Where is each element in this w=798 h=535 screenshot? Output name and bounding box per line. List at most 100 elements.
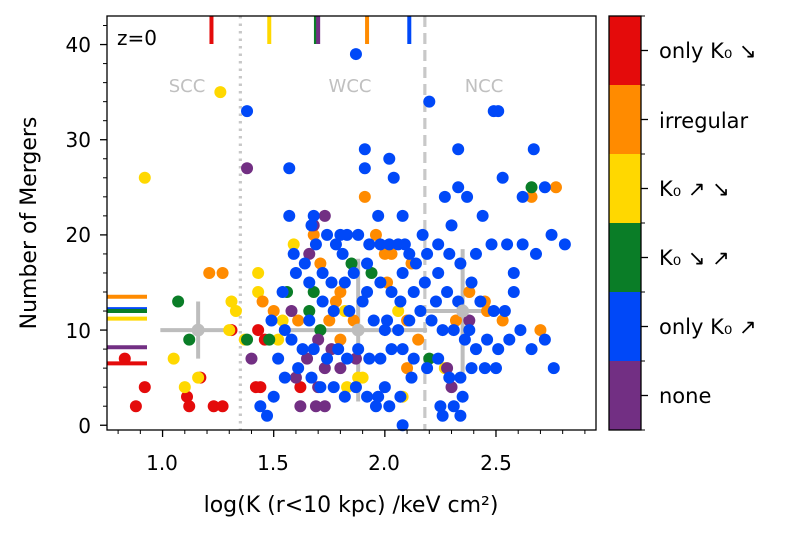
data-point-onlyup: [445, 219, 458, 232]
data-point-none: [301, 352, 314, 365]
data-point-updown: [138, 171, 151, 184]
data-point-onlyup: [425, 314, 438, 327]
data-point-onlyup: [529, 247, 542, 260]
mean-markers: [191, 304, 470, 337]
data-point-irregular: [401, 362, 414, 375]
data-point-onlyup: [325, 276, 338, 289]
data-point-updown: [223, 324, 236, 337]
data-point-irregular: [358, 190, 371, 203]
axes-ticks: [100, 25, 586, 437]
data-point-downup: [307, 286, 320, 298]
data-point-onlyup: [341, 352, 354, 365]
mean-marker: [351, 323, 365, 337]
data-point-irregular: [549, 181, 562, 194]
data-point-onlyup: [287, 247, 300, 260]
data-point-onlyup: [481, 333, 494, 346]
data-point-none: [318, 400, 331, 413]
data-point-onlyup: [434, 400, 447, 413]
data-point-irregular: [216, 266, 229, 279]
colorbar-label-downup: K₀ ↘ ↗: [659, 246, 730, 270]
data-point-onlyup: [496, 171, 509, 184]
data-point-onlyup: [514, 324, 527, 337]
data-point-onlyup: [378, 324, 391, 337]
data-point-onlyup: [329, 238, 342, 251]
data-point-onlyup: [487, 305, 500, 318]
colorbar-label-updown: K₀ ↗ ↘: [659, 177, 730, 201]
data-point-none: [241, 162, 254, 175]
data-point-irregular: [334, 333, 347, 346]
data-point-none: [318, 362, 331, 375]
data-point-onlyup: [347, 266, 360, 279]
data-point-onlyup: [367, 314, 380, 327]
data-point-updown: [229, 305, 242, 318]
data-point-onlyup: [438, 190, 451, 203]
data-point-onlyup: [454, 257, 467, 270]
y-tick-label: 10: [66, 319, 91, 343]
data-point-updown: [214, 86, 227, 99]
data-point-onlyup: [254, 400, 267, 413]
data-point-onlyup: [316, 266, 329, 279]
data-point-onlyup: [298, 257, 311, 270]
data-point-onlyup: [403, 247, 416, 260]
data-point-onlyup: [478, 362, 491, 375]
region-label-ncc: NCC: [465, 76, 504, 97]
colorbar-segment-onlydown: [609, 16, 641, 85]
data-point-onlyup: [465, 276, 478, 289]
data-point-onlyup: [383, 238, 396, 251]
data-point-onlyup: [361, 257, 374, 270]
data-point-none: [309, 400, 322, 413]
data-point-onlyup: [416, 228, 429, 241]
data-point-irregular: [314, 257, 327, 270]
data-point-onlydown: [138, 381, 151, 394]
data-point-onlyup: [356, 295, 369, 308]
data-point-none: [441, 362, 454, 375]
data-point-onlyup: [369, 400, 382, 413]
data-point-onlydown: [254, 381, 267, 394]
data-point-downup: [263, 333, 276, 346]
colorbar-segment-none: [609, 361, 641, 430]
data-point-onlyup: [372, 390, 385, 403]
data-point-onlyup: [489, 362, 502, 375]
data-point-downup: [525, 181, 538, 194]
region-label-wcc: WCC: [329, 76, 372, 97]
colorbar-segment-updown: [609, 154, 641, 223]
y-axis-label: Number of Mergers: [17, 117, 42, 330]
colorbar-label-irregular: irregular: [659, 109, 749, 133]
data-point-onlyup: [516, 190, 529, 203]
region-label-scc: SCC: [169, 76, 206, 97]
data-point-updown: [392, 305, 405, 318]
colorbar: [609, 15, 648, 431]
data-point-irregular: [369, 228, 382, 241]
data-point-onlyup: [343, 305, 356, 318]
data-point-onlyup: [385, 286, 398, 298]
data-point-onlyup: [421, 362, 434, 375]
data-point-irregular: [256, 295, 269, 308]
data-point-onlyup: [392, 324, 405, 337]
data-point-updown: [276, 314, 289, 327]
data-point-onlyup: [307, 209, 320, 222]
data-point-onlyup: [267, 390, 280, 403]
data-point-none: [303, 247, 316, 260]
data-point-onlydown: [294, 381, 307, 394]
y-tick-label: 0: [78, 414, 91, 438]
data-point-onlyup: [361, 286, 374, 298]
data-point-onlyup: [469, 343, 482, 356]
data-point-none: [312, 333, 325, 346]
data-point-onlyup: [485, 238, 498, 251]
data-point-onlydown: [216, 400, 229, 413]
data-point-none: [463, 314, 476, 327]
data-point-onlyup: [276, 286, 289, 298]
data-point-onlydown: [183, 400, 196, 413]
data-point-irregular: [534, 324, 547, 337]
data-point-onlyup: [492, 105, 505, 118]
data-point-downup: [172, 295, 185, 308]
data-point-onlyup: [332, 343, 345, 356]
category-median-ticks: [107, 16, 412, 366]
data-point-onlyup: [387, 171, 400, 184]
colorbar-segment-onlyup: [609, 292, 641, 361]
data-point-onlyup: [378, 381, 391, 394]
data-point-updown: [272, 333, 285, 346]
data-point-onlyup: [396, 419, 409, 432]
data-point-onlyup: [432, 238, 445, 251]
